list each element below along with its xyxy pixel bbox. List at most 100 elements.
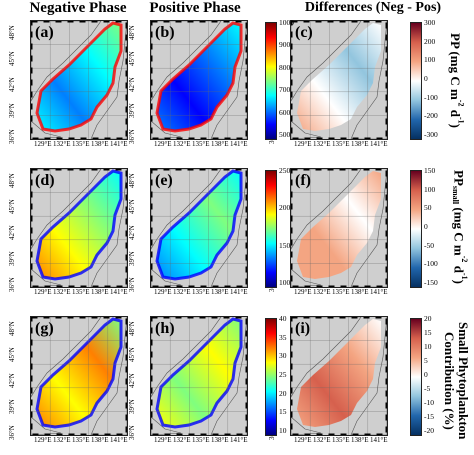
lat-tick-label: 48°N (8, 173, 16, 188)
land-mass (210, 21, 247, 139)
map-panel: (f) (290, 168, 388, 288)
column-title-differences: Differences (Neg - Pos) (304, 0, 442, 15)
sea-field (37, 23, 121, 131)
lat-tick-label: 45°N (8, 51, 16, 66)
sea-field (37, 319, 121, 427)
colorbar-tick-label: 100 (279, 278, 291, 287)
lat-tick-label: 39°N (8, 399, 16, 414)
colorbar (265, 318, 277, 436)
land-mass (350, 169, 387, 287)
colorbar-tick-label: -50 (424, 240, 434, 250)
land-mass (90, 21, 127, 139)
sea-field (157, 23, 241, 131)
lon-tick-label: 135°E (332, 140, 350, 148)
lat-tick-label: 48°N (8, 25, 16, 40)
lat-tick-label: 42°N (8, 225, 16, 240)
lon-tick-label: 138°E (91, 436, 109, 444)
land-mass (291, 268, 322, 287)
column-title-positive: Positive Phase (149, 0, 241, 16)
panel-label: (h) (155, 320, 175, 337)
lon-tick-label: 135°E (72, 436, 90, 444)
land-mass (291, 21, 362, 102)
land-mass (31, 268, 62, 287)
lon-tick-label: 138°E (91, 140, 109, 148)
colorbar (265, 22, 277, 140)
lon-tick-label: 141°E (110, 140, 128, 148)
colorbar-tick-label: 1000 (279, 18, 294, 27)
sea-field (297, 319, 381, 427)
lon-tick-label: 129°E (294, 288, 312, 296)
map-image (31, 169, 127, 287)
colorbar-tick-label: 100 (424, 55, 436, 65)
land-mass (31, 21, 102, 102)
lon-tick-label: 138°E (351, 288, 369, 296)
lat-tick-label: 39°N (8, 251, 16, 266)
land-mass (291, 416, 322, 435)
colorbar-tick-label: 20 (424, 314, 432, 323)
lon-tick-label: 129°E (154, 288, 172, 296)
map-image (31, 21, 127, 139)
lat-tick-label: 36°N (128, 129, 136, 144)
map-panel: (g) (30, 316, 128, 436)
colorbar-tick-label: 10 (424, 342, 432, 351)
lon-tick-label: 132°E (313, 140, 331, 148)
map-image (291, 169, 387, 287)
colorbar-tick-label: 0 (424, 370, 428, 379)
map-image (151, 21, 247, 139)
lat-tick-label: 48°N (128, 321, 136, 336)
land-mass (151, 268, 182, 287)
lat-tick-label: 39°N (128, 251, 136, 266)
lon-tick-label: 135°E (72, 140, 90, 148)
lon-tick-label: 138°E (211, 436, 229, 444)
row-title-pp-small: PPsmall (mg C m-2 d-1) (451, 170, 469, 284)
lat-tick-label: 45°N (128, 51, 136, 66)
lat-tick-label: 45°N (128, 199, 136, 214)
map-image (151, 317, 247, 435)
lon-tick-label: 132°E (173, 436, 191, 444)
land-mass (291, 317, 362, 398)
land-mass (151, 416, 182, 435)
map-image (151, 169, 247, 287)
land-mass (31, 120, 62, 139)
lat-tick-label: 39°N (128, 103, 136, 118)
lon-tick-label: 132°E (313, 436, 331, 444)
panel-label: (c) (295, 24, 313, 41)
colorbar-tick-label: 0 (424, 222, 428, 231)
map-panel: (h) (150, 316, 248, 436)
column-title-negative: Negative Phase (29, 0, 127, 16)
land-mass (31, 416, 62, 435)
colorbar-tick-label: -150 (424, 278, 438, 287)
panel-label: (i) (295, 320, 311, 337)
lat-tick-label: 36°N (8, 425, 16, 440)
lon-tick-label: 138°E (351, 140, 369, 148)
lon-tick-label: 129°E (34, 288, 52, 296)
map-panel: (e) (150, 168, 248, 288)
map-panel: (b) (150, 20, 248, 140)
lon-tick-label: 141°E (230, 140, 248, 148)
colorbar-tick-label: 0 (424, 74, 428, 83)
lon-tick-label: 132°E (313, 288, 331, 296)
lat-tick-label: 45°N (8, 199, 16, 214)
map-image (31, 317, 127, 435)
colorbar-tick-label: 5 (424, 356, 428, 365)
land-mass (31, 169, 102, 250)
colorbar (265, 170, 277, 288)
lon-tick-label: 141°E (370, 140, 388, 148)
land-mass (90, 317, 127, 435)
colorbar-tick-label: 800 (279, 62, 291, 72)
lat-tick-label: 48°N (8, 321, 16, 336)
lat-tick-label: 39°N (128, 399, 136, 414)
lon-tick-label: 141°E (110, 436, 128, 444)
panel-label: (a) (35, 24, 54, 41)
colorbar (410, 318, 422, 436)
lon-tick-label: 138°E (351, 436, 369, 444)
lon-tick-label: 135°E (332, 288, 350, 296)
land-mass (151, 317, 222, 398)
colorbar-tick-label: 15 (424, 328, 432, 337)
colorbar (410, 22, 422, 140)
sea-field (37, 171, 121, 279)
colorbar-tick-label: 100 (424, 184, 436, 194)
lon-tick-label: 138°E (211, 140, 229, 148)
lat-tick-label: 48°N (128, 25, 136, 40)
